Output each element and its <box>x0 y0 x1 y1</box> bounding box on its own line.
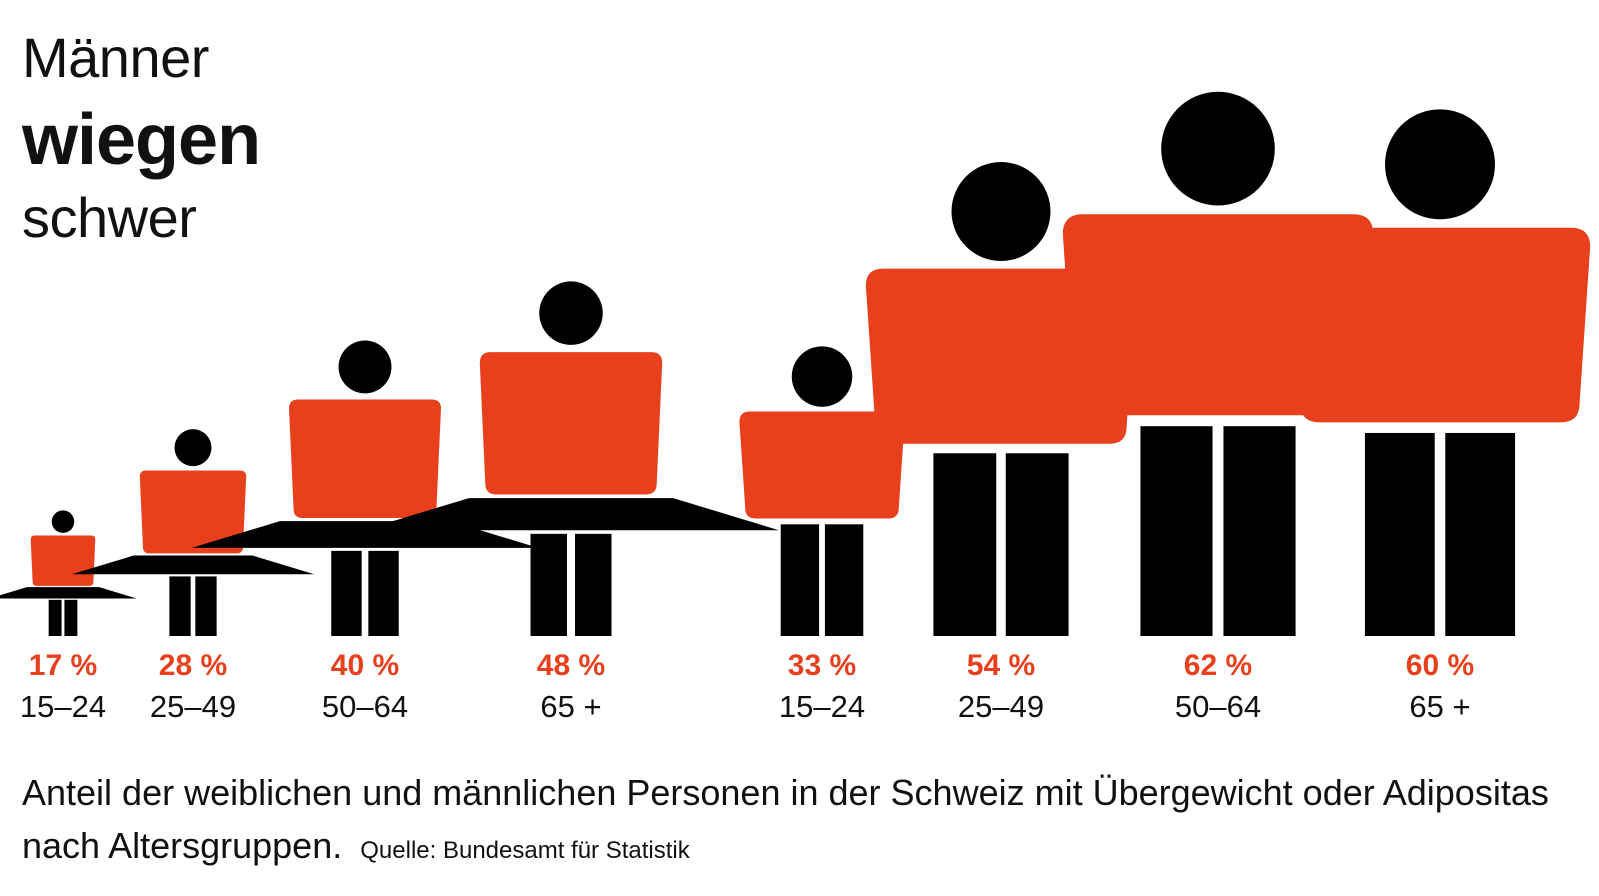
chart-title: Männer wiegen schwer <box>22 26 261 249</box>
figure-leg <box>1364 432 1435 636</box>
figure-head <box>1161 91 1275 206</box>
value-label: 28 % <box>159 649 227 682</box>
figure-female-3: 48 % 65 + <box>363 281 779 724</box>
figure-female-0: 17 % 15–24 <box>0 510 137 724</box>
age-label: 25–49 <box>958 689 1044 724</box>
source-note: Quelle: Bundesamt für Statistik <box>360 837 690 864</box>
figure-female-1: 28 % 25–49 <box>71 429 315 724</box>
value-label: 17 % <box>29 649 97 682</box>
chart-caption: Anteil der weiblichen und männlichen Per… <box>22 766 1582 877</box>
age-label: 50–64 <box>1175 689 1261 724</box>
figure-torso <box>739 411 905 519</box>
value-label: 62 % <box>1184 649 1252 682</box>
figure-head <box>51 510 75 533</box>
figure-leg <box>1223 426 1296 636</box>
figure-head <box>1385 109 1495 220</box>
figure-male-0: 33 % 15–24 <box>739 346 905 724</box>
figure-skirt <box>363 498 779 531</box>
figure-leg <box>331 550 362 636</box>
figure-leg <box>824 524 864 636</box>
figure-head <box>338 340 392 394</box>
figure-skirt <box>0 587 137 599</box>
figure-leg <box>1005 453 1069 636</box>
age-label: 65 + <box>540 689 601 724</box>
figure-leg <box>1445 432 1516 636</box>
age-label: 15–24 <box>779 689 865 724</box>
title-line-1: Männer <box>22 26 209 89</box>
figure-leg <box>575 533 612 636</box>
title-line-3: schwer <box>22 186 197 249</box>
title-line-2: wiegen <box>22 100 261 180</box>
figure-leg <box>780 524 820 636</box>
figure-head <box>951 162 1051 262</box>
figure-leg <box>933 453 997 636</box>
figure-leg <box>195 576 217 636</box>
caption-text: Anteil der weiblichen und männlichen Per… <box>22 772 1549 866</box>
figure-head <box>791 346 853 407</box>
figure-leg <box>48 599 62 636</box>
figure-torso <box>479 352 663 495</box>
figure-head <box>539 281 603 345</box>
value-label: 48 % <box>537 649 605 682</box>
age-label: 65 + <box>1409 689 1470 724</box>
figure-torso <box>1289 227 1591 423</box>
figure-leg <box>64 599 78 636</box>
pictogram-chart: 17 % 15–24 28 % 25–49 40 % 50–64 48 % 65 + 33 % 1… <box>0 91 1591 724</box>
figure-torso <box>289 399 441 519</box>
age-label: 50–64 <box>322 689 408 724</box>
value-label: 54 % <box>967 649 1035 682</box>
figure-male-3: 60 % 65 + <box>1289 109 1591 724</box>
age-label: 25–49 <box>150 689 236 724</box>
figure-torso <box>139 470 247 554</box>
figure-leg <box>368 550 399 636</box>
figure-leg <box>1140 426 1213 636</box>
age-label: 15–24 <box>20 689 106 724</box>
figure-leg <box>169 576 191 636</box>
figure-head <box>174 429 212 467</box>
value-label: 33 % <box>788 649 856 682</box>
figure-skirt <box>71 555 315 575</box>
value-label: 40 % <box>331 649 399 682</box>
figure-torso <box>30 535 96 586</box>
value-label: 60 % <box>1406 649 1474 682</box>
figure-leg <box>530 533 567 636</box>
